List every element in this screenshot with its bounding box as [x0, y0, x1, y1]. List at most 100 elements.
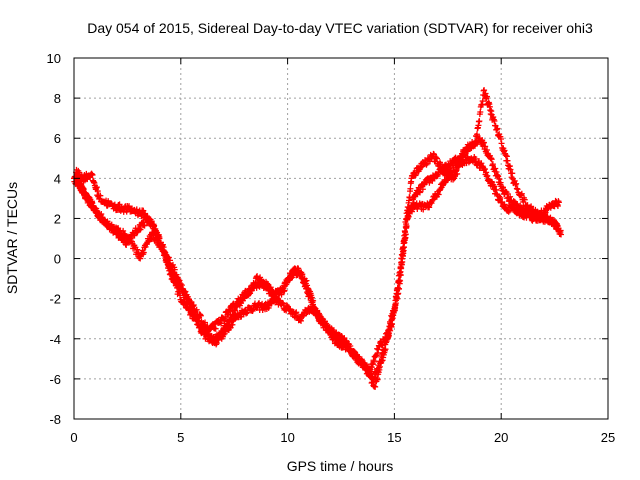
data-point-interpolated	[477, 108, 484, 115]
x-tick-label: 25	[601, 430, 615, 445]
data-point-interpolated	[479, 98, 486, 105]
data-point-interpolated	[171, 266, 178, 273]
data-point-interpolated	[518, 207, 525, 214]
data-point-interpolated	[212, 325, 219, 332]
y-tick-label: 8	[54, 91, 61, 106]
data-point-interpolated	[197, 312, 204, 319]
data-point-interpolated	[480, 139, 487, 146]
data-point-interpolated	[388, 316, 395, 323]
y-tick-label: -4	[49, 332, 61, 347]
data-point-interpolated	[502, 152, 509, 159]
series-track-c	[75, 153, 560, 390]
data-point-interpolated	[483, 93, 490, 100]
data-point-interpolated	[494, 125, 501, 132]
data-point-interpolated	[89, 171, 96, 178]
data-point-interpolated	[401, 228, 408, 235]
data-point-interpolated	[382, 341, 389, 348]
grid-lines	[74, 58, 608, 419]
data-point-interpolated	[394, 284, 401, 291]
y-tick-label: 2	[54, 211, 61, 226]
data-point	[481, 87, 488, 94]
data-point-interpolated	[397, 263, 404, 270]
data-point-interpolated	[202, 319, 209, 326]
data-point-interpolated	[514, 186, 521, 193]
data-point-interpolated	[97, 192, 104, 199]
data-point-interpolated	[378, 359, 385, 366]
data-point-interpolated	[406, 194, 413, 201]
y-tick-label: -2	[49, 292, 61, 307]
data-point-interpolated	[387, 320, 394, 327]
data-point-interpolated	[509, 170, 516, 177]
data-point-interpolated	[381, 346, 388, 353]
data-point	[472, 139, 479, 146]
data-point-interpolated	[491, 183, 498, 190]
x-tick-label: 0	[70, 430, 77, 445]
x-axis-label: GPS time / hours	[287, 458, 394, 474]
data-point-interpolated	[219, 331, 226, 338]
data-point-interpolated	[190, 301, 197, 308]
data-point-interpolated	[116, 201, 123, 208]
data-point-interpolated	[154, 236, 161, 243]
plot-frame	[73, 57, 609, 420]
data-point-interpolated	[165, 254, 172, 261]
y-tick-label: 6	[54, 131, 61, 146]
data-point-interpolated	[398, 251, 405, 258]
data-point-interpolated	[120, 227, 127, 234]
data-point-interpolated	[164, 258, 171, 265]
data-point-interpolated	[252, 282, 259, 289]
data-point-interpolated	[395, 279, 402, 286]
series-track-b	[73, 87, 562, 374]
axis-ticks: 0 5 10 15 20 25 -8 -6 -4 -2 0 2 4 6 8 10	[47, 51, 616, 445]
data-point-interpolated	[518, 191, 525, 198]
data-point-interpolated	[376, 363, 383, 370]
data-point-interpolated	[473, 131, 480, 138]
data-point-interpolated	[268, 286, 275, 293]
data-point-interpolated	[476, 118, 483, 125]
data-point-interpolated	[298, 317, 305, 324]
data-point-interpolated	[94, 188, 101, 195]
data-point-interpolated	[218, 320, 225, 327]
data-point-interpolated	[407, 185, 414, 192]
data-point-interpolated	[374, 376, 381, 383]
data-point	[96, 195, 103, 202]
data-point-interpolated	[399, 258, 406, 265]
data-point-interpolated	[528, 203, 535, 210]
x-tick-label: 15	[387, 430, 401, 445]
y-tick-label: 10	[47, 51, 61, 66]
data-point-interpolated	[293, 309, 300, 316]
data-point	[555, 199, 562, 206]
data-point-interpolated	[141, 222, 148, 229]
data-point	[393, 295, 400, 302]
y-tick-label: -6	[49, 372, 61, 387]
data-point-interpolated	[464, 148, 471, 155]
x-tick-label: 20	[494, 430, 508, 445]
x-tick-label: 5	[177, 430, 184, 445]
data-point-interpolated	[403, 216, 410, 223]
x-tick-label: 10	[280, 430, 294, 445]
chart-title: Day 054 of 2015, Sidereal Day-to-day VTE…	[87, 20, 593, 36]
data-point	[372, 383, 379, 390]
data-point-interpolated	[513, 180, 520, 187]
data-point-interpolated	[489, 161, 496, 168]
data-point-interpolated	[403, 223, 410, 230]
data-point-interpolated	[518, 190, 525, 197]
data-point	[553, 223, 560, 230]
data-point-interpolated	[347, 342, 354, 349]
data-point-interpolated	[330, 329, 337, 336]
data-point-interpolated	[371, 358, 378, 365]
data-point-interpolated	[483, 147, 490, 154]
data-point-interpolated	[488, 156, 495, 163]
y-tick-label: 4	[54, 171, 61, 186]
data-point-interpolated	[400, 238, 407, 245]
data-point-interpolated	[492, 165, 499, 172]
data-point-interpolated	[174, 284, 181, 291]
data-point-interpolated	[168, 270, 175, 277]
data-point-interpolated	[481, 166, 488, 173]
y-axis-label: SDTVAR / TECUs	[4, 182, 20, 294]
data-point-interpolated	[482, 90, 489, 97]
data-point-interpolated	[159, 243, 166, 250]
data-points	[71, 87, 565, 390]
data-point-interpolated	[512, 181, 519, 188]
data-point-interpolated	[437, 161, 444, 168]
